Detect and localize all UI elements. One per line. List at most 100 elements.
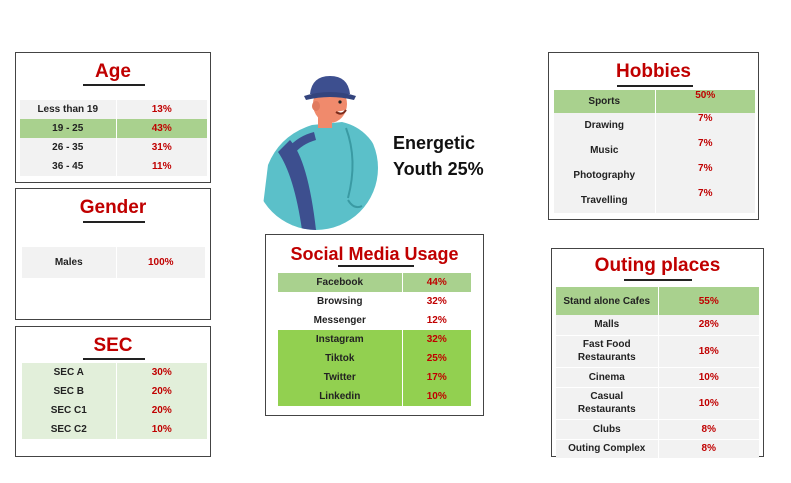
hobbies-title-underline: [617, 85, 693, 87]
table-row: Instagram 32%: [278, 330, 471, 349]
table-row: Drawing 7%: [554, 113, 755, 138]
age-title: Age: [95, 61, 131, 82]
table-row: Travelling 7%: [554, 188, 755, 213]
table-row: Sports 50%: [554, 90, 755, 113]
table-row: Facebook 44%: [278, 273, 471, 292]
sec-table: SEC A 30% SEC B 20% SEC C1 20% SEC C2 10…: [22, 363, 207, 439]
hobbies-title: Hobbies: [616, 61, 691, 82]
social-label: Tiktok: [325, 353, 355, 364]
age-value: 31%: [115, 138, 207, 157]
gender-table: Males 100%: [22, 247, 205, 278]
gender-panel: Gender Males 100%: [15, 188, 211, 320]
persona-caption: Energetic Youth 25%: [393, 130, 484, 182]
age-label: 36 - 45: [52, 161, 84, 172]
table-row: Twitter 17%: [278, 368, 471, 387]
sec-label: SEC A: [53, 367, 84, 378]
outing-value: 28%: [657, 315, 759, 335]
age-table: Less than 19 13% 19 - 25 43% 26 - 35 31%…: [20, 100, 207, 176]
hobby-value: 7%: [654, 163, 755, 188]
table-row: Photography 7%: [554, 163, 755, 188]
table-row: SEC B 20%: [22, 382, 207, 401]
sec-value: 30%: [115, 363, 207, 382]
age-value: 11%: [115, 157, 207, 176]
social-value: 32%: [401, 330, 471, 349]
social-label: Linkedin: [319, 391, 361, 402]
table-row: Casual Restaurants 10%: [556, 387, 759, 419]
persona-caption-line1: Energetic: [393, 133, 476, 153]
outing-places-title: Outing places: [594, 255, 721, 276]
hobby-label: Photography: [573, 170, 636, 181]
table-row: SEC C2 10%: [22, 420, 207, 439]
hobbies-panel: Hobbies Sports 50% Drawing 7% Music 7% P…: [548, 52, 759, 220]
outing-value: 55%: [657, 287, 759, 315]
table-row: Browsing 32%: [278, 292, 471, 311]
age-value: 43%: [115, 119, 207, 138]
sec-title-underline: [83, 358, 145, 360]
age-label: Less than 19: [37, 104, 99, 115]
social-label: Instagram: [315, 334, 364, 345]
social-value: 17%: [401, 368, 471, 387]
social-label: Facebook: [316, 277, 364, 288]
gender-value: 100%: [115, 247, 205, 278]
social-value: 25%: [401, 349, 471, 368]
social-label: Browsing: [316, 296, 363, 307]
outing-label: Casual Restaurants: [577, 391, 636, 415]
social-label: Messenger: [313, 315, 366, 326]
table-row: Clubs 8%: [556, 419, 759, 439]
outing-value: 8%: [657, 439, 759, 458]
table-row: Malls 28%: [556, 315, 759, 335]
hobby-label: Sports: [588, 96, 621, 107]
hobby-value: 50%: [654, 90, 755, 113]
gender-label: Males: [54, 257, 83, 268]
outing-value: 10%: [657, 387, 759, 419]
outing-label: Malls: [594, 319, 620, 331]
table-row: Stand alone Cafes 55%: [556, 287, 759, 315]
social-value: 32%: [401, 292, 471, 311]
hobby-label: Drawing: [584, 120, 624, 131]
hobbies-table: Sports 50% Drawing 7% Music 7% Photograp…: [554, 90, 755, 213]
sec-value: 10%: [115, 420, 207, 439]
outing-value: 8%: [657, 419, 759, 439]
social-label: Twitter: [323, 372, 356, 383]
sec-value: 20%: [115, 382, 207, 401]
social-value: 12%: [401, 311, 471, 330]
hobby-label: Travelling: [580, 195, 628, 206]
persona-caption-line2: Youth 25%: [393, 159, 484, 179]
outing-places-table: Stand alone Cafes 55% Malls 28% Fast Foo…: [556, 287, 759, 458]
social-media-panel: Social Media Usage Facebook 44% Browsing…: [265, 234, 484, 416]
table-row: Cinema 10%: [556, 367, 759, 387]
table-row: SEC A 30%: [22, 363, 207, 382]
sec-panel: SEC SEC A 30% SEC B 20% SEC C1 20% SEC C…: [15, 326, 211, 457]
hobby-value: 7%: [654, 138, 755, 163]
social-value: 10%: [401, 387, 471, 406]
age-value: 13%: [115, 100, 207, 119]
sec-label: SEC B: [53, 386, 85, 397]
outing-label: Clubs: [592, 423, 621, 435]
social-media-table: Facebook 44% Browsing 32% Messenger 12% …: [278, 273, 471, 406]
table-row: Messenger 12%: [278, 311, 471, 330]
gender-title: Gender: [79, 197, 147, 218]
sec-value: 20%: [115, 401, 207, 420]
persona-illustration: [260, 76, 378, 230]
table-row: Males 100%: [22, 247, 205, 278]
outing-value: 18%: [657, 335, 759, 367]
sec-title: SEC: [93, 335, 133, 356]
hobby-value: 7%: [654, 113, 755, 138]
outing-value: 10%: [657, 367, 759, 387]
outing-label: Cinema: [588, 371, 625, 383]
social-value: 44%: [401, 273, 471, 292]
age-label: 19 - 25: [52, 123, 84, 134]
table-row: SEC C1 20%: [22, 401, 207, 420]
table-row: 36 - 45 11%: [20, 157, 207, 176]
outing-label: Outing Complex: [568, 443, 646, 455]
table-row: Linkedin 10%: [278, 387, 471, 406]
gender-title-underline: [83, 221, 145, 223]
age-title-underline: [83, 84, 145, 86]
outing-label: Fast Food Restaurants: [577, 339, 636, 363]
table-row: Fast Food Restaurants 18%: [556, 335, 759, 367]
table-row: Less than 19 13%: [20, 100, 207, 119]
social-media-title-underline: [338, 265, 414, 267]
table-row: Outing Complex 8%: [556, 439, 759, 458]
outing-places-title-underline: [624, 279, 692, 281]
hobby-label: Music: [590, 145, 619, 156]
